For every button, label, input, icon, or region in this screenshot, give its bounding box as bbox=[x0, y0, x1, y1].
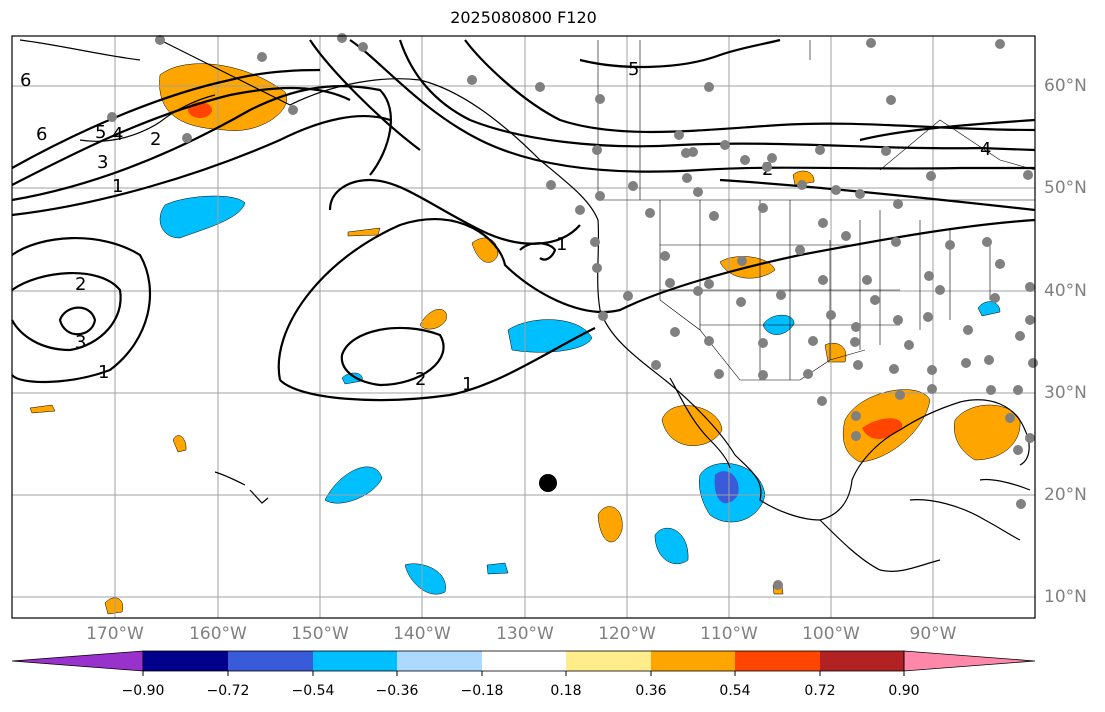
contour-label: 2 bbox=[415, 369, 426, 390]
contour-label: 6 bbox=[20, 70, 31, 91]
colorbar-tick-label: −0.36 bbox=[375, 683, 419, 699]
colorbar-tick-label: 0.18 bbox=[550, 683, 582, 699]
contour-label: 2 bbox=[150, 129, 161, 150]
political-borders bbox=[597, 40, 1036, 381]
lon-label: 160°W bbox=[189, 624, 247, 644]
colorbar-tick-label: 0.90 bbox=[888, 683, 920, 699]
lat-label: 50°N bbox=[1044, 178, 1087, 198]
lat-label: 40°N bbox=[1044, 281, 1087, 301]
contour-label: 5 bbox=[628, 59, 639, 80]
lon-label: 120°W bbox=[598, 624, 656, 644]
shaded-anomalies bbox=[29, 63, 1021, 615]
map-title: 2025080800 F120 bbox=[450, 8, 597, 27]
colorbar-tick-label: −0.54 bbox=[291, 683, 335, 699]
contour-label: 4 bbox=[980, 139, 991, 160]
colorbar-tick-label: −0.18 bbox=[460, 683, 504, 699]
lon-label: 170°W bbox=[86, 624, 144, 644]
contour-label: 1 bbox=[98, 362, 109, 383]
lat-label: 10°N bbox=[1044, 587, 1087, 607]
storm-center-marker bbox=[539, 474, 557, 492]
lon-label: 90°W bbox=[909, 624, 957, 644]
contour-label: 5 bbox=[95, 122, 106, 143]
contour-label: 1 bbox=[462, 374, 473, 395]
colorbar-tick-label: 0.72 bbox=[804, 683, 836, 699]
lat-label: 60°N bbox=[1044, 76, 1087, 96]
map-frame bbox=[11, 35, 1036, 619]
contour-label: 2 bbox=[75, 274, 86, 295]
lon-label: 130°W bbox=[496, 624, 554, 644]
contour-label: 3 bbox=[75, 332, 86, 353]
station-markers bbox=[107, 33, 1038, 590]
lon-label: 100°W bbox=[802, 624, 860, 644]
lat-label: 20°N bbox=[1044, 485, 1087, 505]
colorbar-tick-label: −0.90 bbox=[121, 683, 165, 699]
colorbar-tick-label: 0.54 bbox=[719, 683, 751, 699]
contour-label: 1 bbox=[556, 234, 567, 255]
lon-label: 110°W bbox=[700, 624, 758, 644]
colorbar-tick-label: −0.72 bbox=[206, 683, 250, 699]
lat-lon-grid bbox=[12, 36, 1035, 618]
colorbar-tick-label: 0.36 bbox=[635, 683, 667, 699]
lon-label: 140°W bbox=[393, 624, 451, 644]
contour-label: 6 bbox=[36, 124, 47, 145]
lat-label: 30°N bbox=[1044, 383, 1087, 403]
contour-label: 1 bbox=[112, 176, 123, 197]
contour-lines bbox=[11, 38, 1036, 402]
contour-label: 3 bbox=[97, 152, 108, 173]
lon-label: 150°W bbox=[291, 624, 349, 644]
colorbar bbox=[11, 650, 1036, 676]
contour-label: 4 bbox=[112, 124, 123, 145]
